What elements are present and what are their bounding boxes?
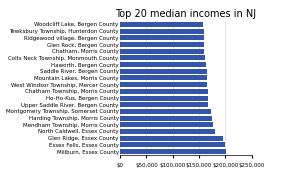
Bar: [120, 96, 208, 100]
Bar: [120, 142, 225, 147]
Bar: [120, 22, 203, 27]
Bar: [120, 122, 213, 127]
Bar: [120, 76, 207, 80]
Bar: [120, 129, 215, 134]
Bar: [120, 149, 227, 154]
Bar: [120, 42, 204, 47]
Bar: [120, 69, 207, 74]
Bar: [120, 55, 205, 60]
Bar: [120, 35, 204, 40]
Bar: [120, 116, 212, 121]
Bar: [120, 102, 208, 107]
Bar: [120, 29, 204, 34]
Bar: [120, 136, 223, 141]
Bar: [120, 82, 207, 87]
Bar: [120, 109, 210, 114]
Bar: [120, 62, 206, 67]
Bar: [120, 89, 208, 94]
Bar: [120, 49, 204, 54]
Title: Top 20 median incomes in NJ: Top 20 median incomes in NJ: [115, 9, 257, 19]
